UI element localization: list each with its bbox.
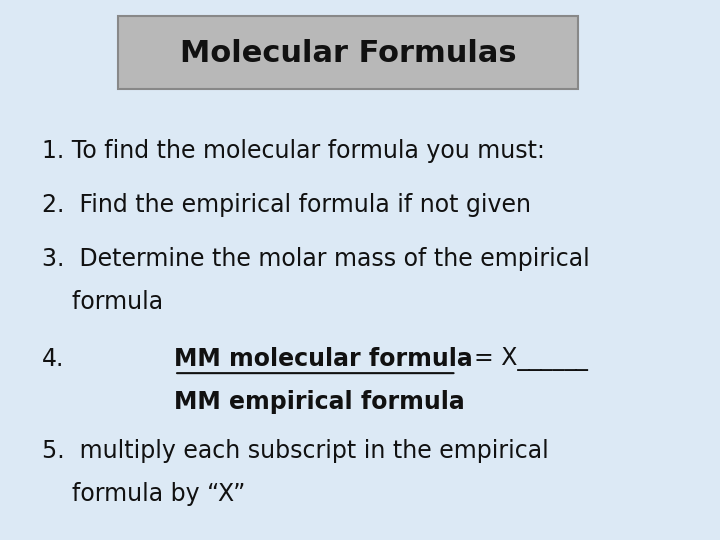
Text: = X______: = X______ <box>474 347 588 371</box>
Text: Molecular Formulas: Molecular Formulas <box>180 39 517 69</box>
Text: 5.  multiply each subscript in the empirical: 5. multiply each subscript in the empiri… <box>42 439 549 463</box>
Text: formula by “X”: formula by “X” <box>42 482 246 506</box>
Text: MM empirical formula: MM empirical formula <box>174 390 465 414</box>
Text: MM molecular formula: MM molecular formula <box>174 347 473 371</box>
Text: formula: formula <box>42 291 163 314</box>
Text: 3.  Determine the molar mass of the empirical: 3. Determine the molar mass of the empir… <box>42 247 590 271</box>
Text: 4.: 4. <box>42 347 64 371</box>
Text: 1. To find the molecular formula you must:: 1. To find the molecular formula you mus… <box>42 139 545 163</box>
Text: 2.  Find the empirical formula if not given: 2. Find the empirical formula if not giv… <box>42 193 531 217</box>
FancyBboxPatch shape <box>119 16 578 89</box>
